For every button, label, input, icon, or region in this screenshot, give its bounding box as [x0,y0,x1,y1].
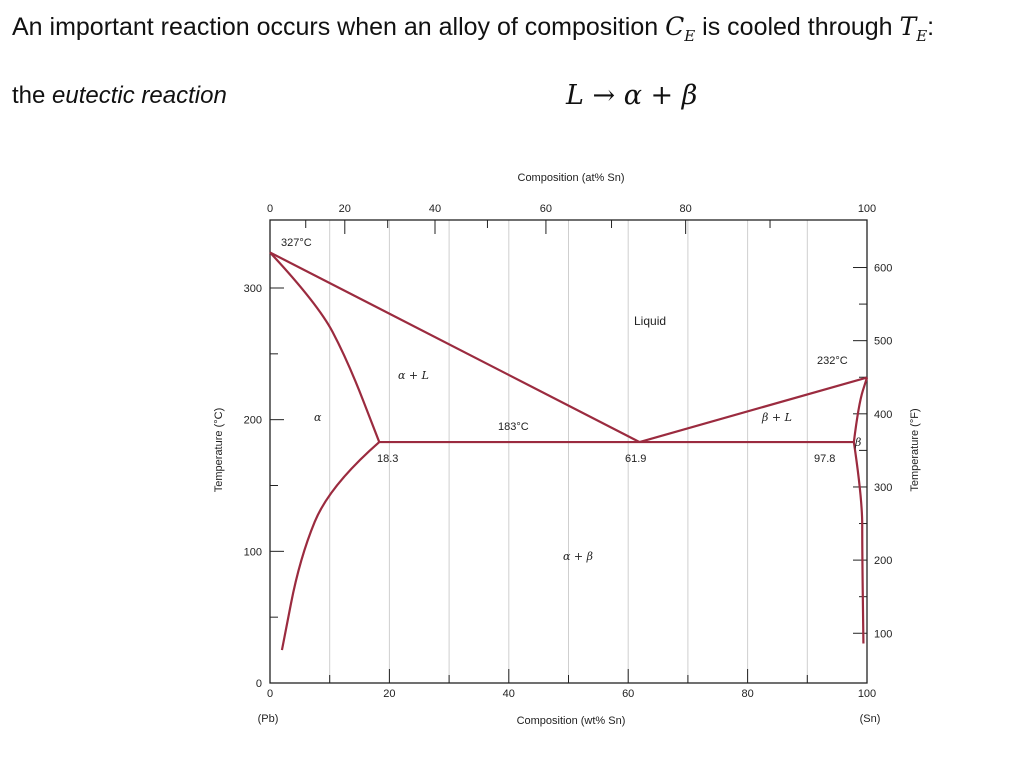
right-tick-label: 200 [874,555,892,567]
right-axis-title: Temperature (°F) [909,408,921,491]
right-tick-label: 100 [874,628,892,640]
annotation-alpha-limit: 18.3 [377,453,398,465]
right-tick-label: 600 [874,263,892,275]
curve-liquidus_sn [639,376,868,444]
region-alpha-liquid: α + L [398,369,429,382]
region-beta-liquid: β + L [761,411,792,424]
phase-curves [269,251,869,651]
left-tick-label: 300 [244,283,262,295]
annotation-beta-limit: 97.8 [814,453,835,465]
bottom-tick-label: 80 [741,688,753,700]
annotation-pb-melt: 327°C [281,237,312,249]
curve-liquidus_pb [269,251,641,444]
heading-prefix: An important reaction occurs when an all… [12,13,666,41]
region-alpha-beta: α + β [563,550,593,563]
curve-solvus_beta [852,441,865,644]
heading-middle: is cooled through [695,13,900,41]
left-tick-label: 100 [244,546,262,558]
right-tick-label: 400 [874,409,892,421]
top-tick-label: 40 [429,203,441,215]
top-tick-label: 60 [540,203,552,215]
region-beta: β [854,436,861,449]
heading-suffix: : [927,13,935,41]
reaction-equation: L → α + β [566,80,698,111]
top-axis-title: Composition (at% Sn) [518,172,625,184]
bottom-tick-label: 40 [503,688,515,700]
bottom-tick-label: 100 [858,688,876,700]
bottom-right-note: (Sn) [860,713,881,725]
region-alpha: α [314,411,322,424]
reaction-label: the eutectic reaction [12,82,227,109]
top-tick-label: 80 [680,203,692,215]
right-tick-label: 300 [874,482,892,494]
bottom-tick-label: 0 [267,688,273,700]
bottom-left-note: (Pb) [258,713,279,725]
bottom-tick-label: 20 [383,688,395,700]
left-tick-label: 0 [256,678,262,690]
right-tick-label: 500 [874,336,892,348]
left-tick-label: 200 [244,415,262,427]
reaction-name: eutectic reaction [52,82,227,109]
bottom-axis-title: Composition (wt% Sn) [517,715,626,727]
top-tick-label: 100 [858,203,876,215]
annotation-sn-melt: 232°C [817,355,848,367]
region-liquid: Liquid [634,314,666,328]
curve-solidus_beta [852,377,869,443]
te-symbol: TE [899,12,928,45]
bottom-tick-label: 60 [622,688,634,700]
annotation-eutectic-temp: 183°C [498,421,529,433]
grid [329,220,808,683]
curve-solidus_alpha [269,251,381,443]
heading: An important reaction occurs when an all… [12,12,934,45]
left-axis-title: Temperature (°C) [213,408,225,492]
ticks: 0 20 40 60 80 100 0 20 40 60 80 100 0 100 200 300 100 200… [244,203,893,700]
top-tick-label: 20 [339,203,351,215]
annotation-eutectic-comp: 61.9 [625,453,646,465]
top-tick-label: 0 [267,203,273,215]
ce-symbol: CE [665,12,696,45]
curve-solvus_alpha [280,441,380,651]
